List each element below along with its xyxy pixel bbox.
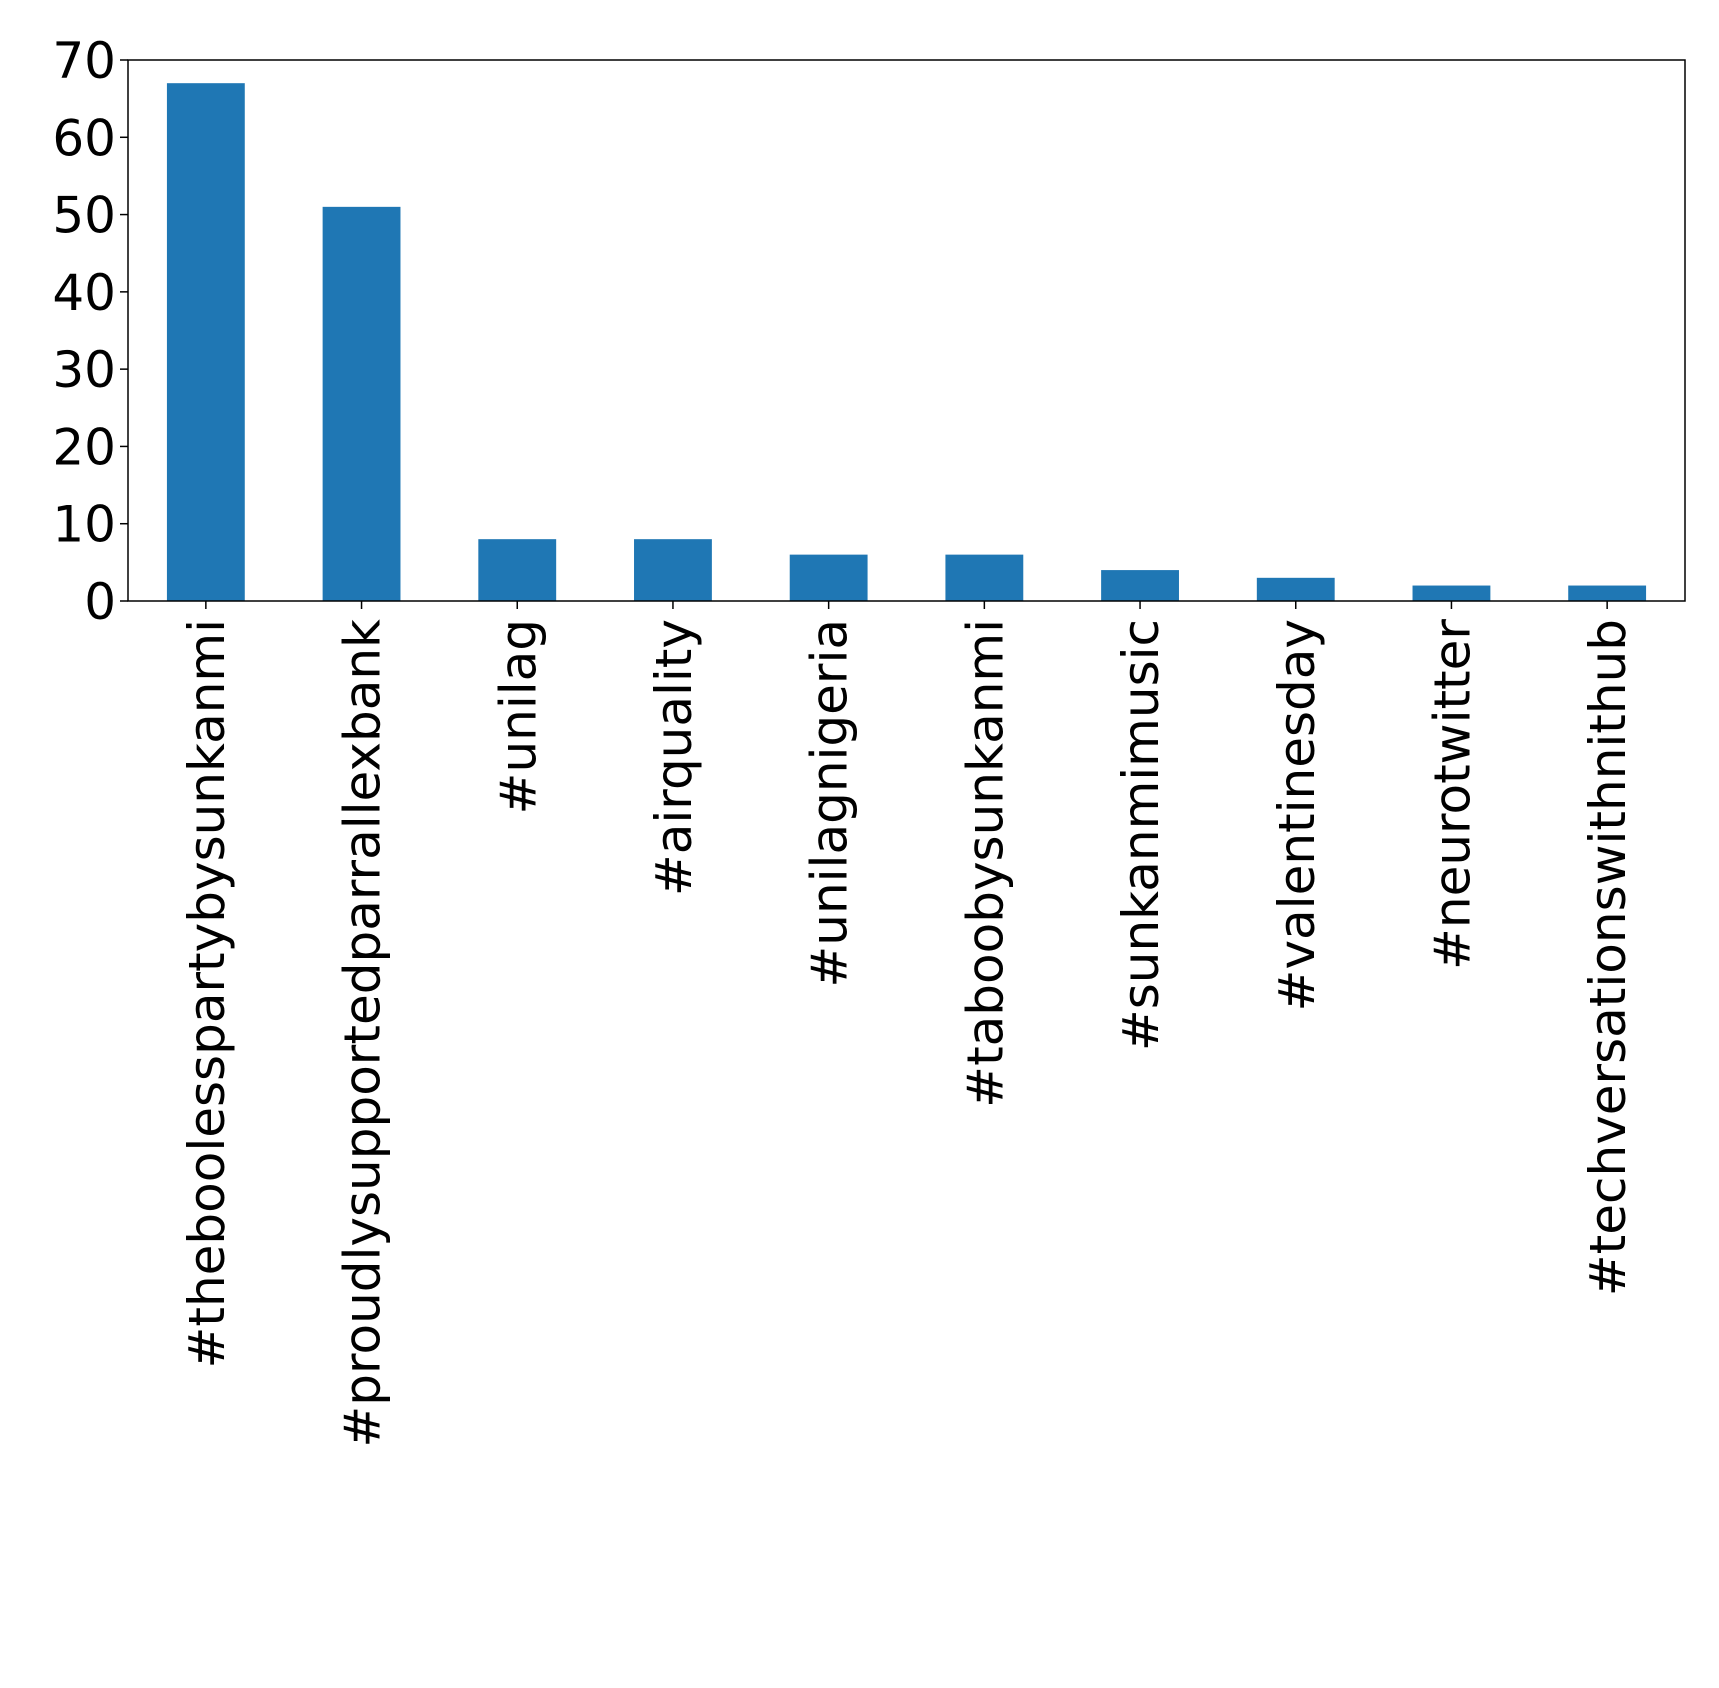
x-tick-label: #techversationswithnithub: [1579, 619, 1637, 1296]
bar-unilag: [478, 539, 557, 601]
bar-theboolesspartybysunkanmi: [166, 83, 245, 601]
bars-group: [166, 83, 1647, 602]
y-tick-label: 70: [52, 32, 116, 90]
x-tick-label: #airquality: [645, 619, 703, 896]
y-tick-label: 40: [52, 264, 116, 322]
x-tick-label: #taboobysunkanmi: [956, 619, 1014, 1108]
bar-techversationswithnithub: [1568, 585, 1647, 601]
x-tick-label: #unilag: [489, 619, 547, 814]
x-tick-label: #proudlysupportedparrallexbank: [334, 619, 392, 1448]
y-tick-label: 50: [52, 187, 116, 245]
bar-proudlysupportedparrallexbank: [322, 206, 401, 602]
y-tick-label: 10: [52, 496, 116, 554]
x-tick-label: #sunkanmimusic: [1112, 619, 1170, 1051]
x-tick-label: #theboolesspartybysunkanmi: [178, 619, 236, 1369]
y-tick-label: 60: [52, 109, 116, 167]
bar-neurotwitter: [1412, 585, 1491, 601]
bar-airquality: [634, 539, 712, 601]
y-tick-label: 30: [52, 341, 116, 399]
bar-unilagnigeria: [789, 554, 868, 601]
plot-frame: [127, 59, 1686, 602]
x-tick-label: #unilagnigeria: [801, 619, 859, 988]
y-tick-label: 0: [84, 573, 116, 631]
x-tick-label: #valentinesday: [1268, 619, 1326, 1011]
x-axis: #theboolesspartybysunkanmi #proudlysuppor…: [178, 601, 1637, 1448]
y-tick-label: 20: [52, 418, 116, 476]
y-axis: 0 10 20 30 40 50 60 70: [52, 32, 128, 631]
x-tick-label: #neurotwitter: [1423, 619, 1481, 970]
bar-taboobysunkanmi: [945, 554, 1024, 601]
bar-valentinesday: [1256, 577, 1335, 601]
bar-sunkanmimusic: [1101, 570, 1179, 601]
